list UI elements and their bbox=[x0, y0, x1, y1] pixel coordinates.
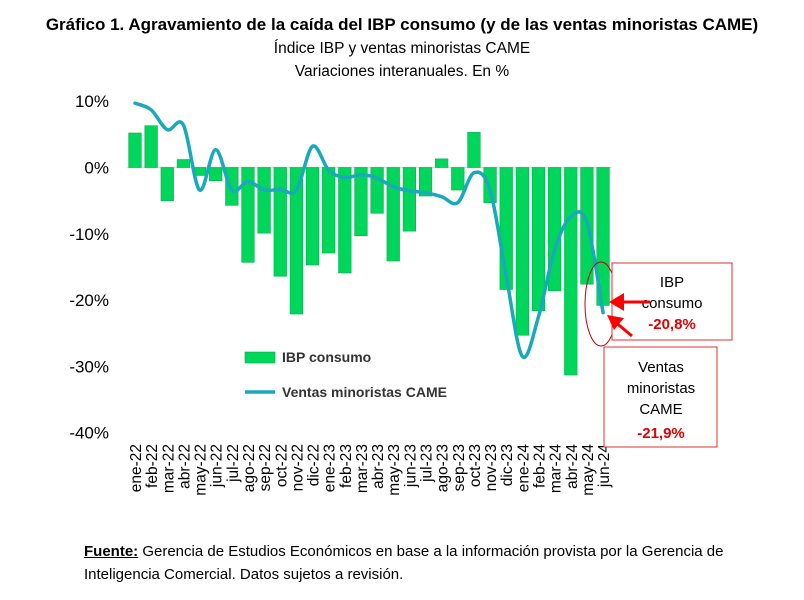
x-tick-label: mar-24 bbox=[548, 444, 565, 493]
annotation-value-ibp: -20,8% bbox=[648, 316, 696, 333]
x-tick-label: dic-22 bbox=[306, 444, 323, 486]
bar-oct-22 bbox=[273, 167, 287, 277]
x-tick-label: abr-24 bbox=[564, 444, 581, 489]
footer-label: Fuente: bbox=[84, 543, 139, 560]
annotation-text-came: CAME bbox=[639, 401, 682, 418]
x-tick-label: ene-22 bbox=[128, 444, 145, 492]
chart-title: Gráfico 1. Agravamiento de la caída del … bbox=[46, 15, 758, 34]
bar-sep-23 bbox=[451, 167, 465, 191]
x-tick-label: abr-22 bbox=[176, 444, 193, 489]
y-tick-label: -10% bbox=[69, 225, 109, 244]
bar-feb-22 bbox=[144, 125, 158, 168]
chart-subtitle: Variaciones interanuales. En % bbox=[295, 63, 509, 80]
x-tick-label: jul-22 bbox=[225, 444, 242, 483]
x-tick-label: sep-23 bbox=[451, 444, 468, 491]
x-tick-label: may-23 bbox=[386, 444, 403, 496]
bar-feb-24 bbox=[531, 167, 546, 312]
bar-jul-22 bbox=[225, 167, 239, 206]
legend-swatch-ibp bbox=[244, 351, 276, 364]
x-tick-label: ago-22 bbox=[241, 444, 258, 492]
bar-nov-22 bbox=[289, 167, 304, 315]
bar-sep-22 bbox=[257, 167, 271, 234]
bar-jul-23 bbox=[418, 167, 433, 197]
x-tick-label: ene-23 bbox=[322, 444, 339, 492]
x-tick-label: mar-22 bbox=[160, 444, 177, 493]
arrow-ibp-head bbox=[609, 293, 624, 311]
y-tick-label: -30% bbox=[69, 357, 109, 376]
legend-label-came: Ventas minoristas CAME bbox=[282, 384, 447, 400]
bar-may-23 bbox=[386, 167, 400, 262]
bar-abr-23 bbox=[370, 167, 384, 214]
x-tick-label: may-24 bbox=[580, 444, 597, 496]
x-tick-label: ene-24 bbox=[515, 444, 532, 493]
x-tick-label: nov-22 bbox=[289, 444, 306, 491]
bar-mar-23 bbox=[354, 167, 368, 237]
legend-label-ibp: IBP consumo bbox=[282, 349, 371, 365]
y-tick-label: -40% bbox=[69, 424, 109, 443]
annotation-box-came bbox=[603, 346, 718, 448]
bar-abr-22 bbox=[176, 159, 191, 168]
x-tick-label: oct-23 bbox=[467, 444, 484, 487]
x-tick-label: feb-24 bbox=[532, 444, 549, 488]
annotation-value-came: -21,9% bbox=[637, 425, 685, 442]
bar-oct-23 bbox=[467, 132, 481, 168]
x-tick-label: feb-23 bbox=[338, 444, 355, 488]
bar-mar-22 bbox=[160, 167, 174, 201]
bar-ago-22 bbox=[241, 167, 255, 263]
y-tick-label: -20% bbox=[69, 291, 109, 310]
x-tick-label: jun-24 bbox=[596, 444, 613, 488]
bar-ene-22 bbox=[128, 132, 142, 168]
x-tick-label: dic-23 bbox=[499, 444, 516, 486]
x-tick-label: abr-23 bbox=[370, 444, 387, 489]
x-tick-label: may-22 bbox=[193, 444, 210, 496]
y-tick-label: 10% bbox=[75, 92, 109, 111]
series-line-ventas-minoristas-came bbox=[133, 101, 605, 360]
x-tick-label: ago-23 bbox=[435, 444, 452, 492]
x-tick-label: nov-23 bbox=[483, 444, 500, 491]
footer-source: Fuente: Gerencia de Estudios Económicos … bbox=[84, 540, 764, 586]
x-tick-label: feb-22 bbox=[144, 444, 161, 488]
x-tick-label: mar-23 bbox=[354, 444, 371, 493]
x-tick-label: jun-23 bbox=[402, 444, 419, 488]
annotation-text-came: Ventas bbox=[638, 359, 684, 376]
bar-jun-22 bbox=[209, 167, 223, 182]
x-tick-label: sep-22 bbox=[257, 444, 274, 491]
annotation-text-ibp: consumo bbox=[642, 295, 703, 312]
bar-ago-23 bbox=[435, 158, 449, 168]
x-tick-label: oct-22 bbox=[273, 444, 290, 487]
bar-abr-24 bbox=[564, 167, 578, 376]
bar-ene-24 bbox=[515, 167, 529, 336]
annotation-text-ibp: IBP bbox=[660, 274, 684, 291]
x-tick-label: jul-23 bbox=[419, 444, 436, 483]
bar-dic-22 bbox=[305, 167, 320, 266]
arrow-came-head bbox=[607, 315, 624, 330]
annotation-text-came: minoristas bbox=[627, 380, 695, 397]
footer-text: Gerencia de Estudios Económicos en base … bbox=[84, 543, 724, 583]
bar-jun-23 bbox=[402, 167, 416, 232]
y-tick-label: 0% bbox=[84, 159, 109, 178]
bar-ene-23 bbox=[322, 167, 336, 254]
chart-subtitle: Índice IBP y ventas minoristas CAME bbox=[274, 40, 530, 57]
x-tick-label: jun-22 bbox=[209, 444, 226, 488]
bar-feb-23 bbox=[338, 167, 352, 274]
